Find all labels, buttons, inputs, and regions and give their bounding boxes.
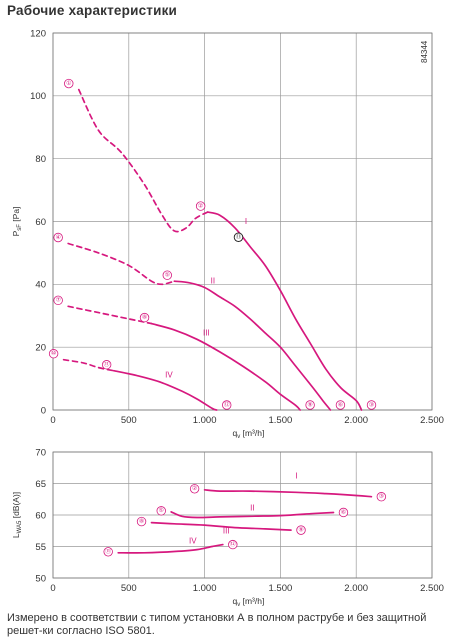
series-III-noise-end-marker-ring [296,525,306,535]
series-IV-noise-start-marker-ring [103,547,113,557]
y-tick-label: 55 [35,542,46,553]
series-III-label: III [203,328,210,337]
y-axis-label: LWA5 [dB(A)] [11,492,23,538]
series-III-line [150,322,301,411]
x-tick-label: 2.500 [420,415,444,426]
y-tick-label: 100 [30,91,46,102]
series-IV-line [112,369,218,411]
series-III-mid-marker: ⑧ [142,314,147,321]
series-III-end-marker-ring [305,400,315,410]
series-I-end-marker-ring [366,400,377,410]
series-I-mid-marker-ring [195,201,206,211]
x-tick-label: 2.000 [344,415,368,426]
plot-frame [52,32,433,411]
x-tick-label: 1.500 [269,415,293,426]
series-II-mid-marker: ⑤ [165,271,170,278]
series-IV-start-marker: ⑩ [51,350,56,357]
x-tick-label: 0 [50,583,55,594]
y-tick-label: 0 [41,405,46,416]
series-II-line [173,280,332,411]
x-tick-label: 2.500 [420,583,444,594]
series-I-end-marker: ③ [369,401,374,408]
series-III-noise-end-marker: ⑨ [298,526,303,533]
series-IV-noise-label: IV [189,537,197,546]
series-IV-mid-marker-ring [101,360,112,370]
operating-point-marker [233,232,244,242]
series-II-start-marker: ④ [55,234,60,241]
series-II-noise-start-marker: ⑤ [159,507,164,514]
y-tick-label: 60 [35,510,46,521]
series-IV-mid-marker: ⑪ [104,360,110,368]
series-II-noise-end-marker: ⑥ [341,509,346,516]
x-tick-label: 500 [121,415,137,426]
series-II-noise-line [170,511,335,519]
series-III-noise-label: III [223,527,230,536]
series-IV-noise-line [117,543,224,554]
series-II-noise-label: II [250,503,254,512]
x-tick-label: 1.500 [269,583,293,594]
x-tick-label: 500 [121,583,137,594]
series-III-noise-start-marker: ⑧ [139,518,144,525]
series-IV-noise-start-marker: ⑪ [105,547,111,555]
y-tick-label: 120 [30,28,46,39]
series-III-noise-start-marker-ring [136,516,147,527]
series-I-start-marker-ring [64,78,74,89]
series-III-mid-marker-ring [139,312,150,323]
figure-code-label: 84344 [420,40,429,63]
series-II-noise-start-marker-ring [156,506,166,516]
operating-point-label: ⑪ [236,233,242,241]
y-tick-label: 70 [35,447,46,458]
x-tick-label: 0 [50,415,55,426]
x-axis-label: qv [m³/h] [233,596,265,608]
series-I-noise-start-marker: ② [192,485,197,492]
series-IV-noise-end-marker: ⑫ [230,540,236,548]
series-I-start-marker: ① [66,80,71,87]
y-tick-label: 60 [35,217,46,228]
series-I-label: I [245,217,247,226]
x-tick-label: 2.000 [344,583,368,594]
y-tick-label: 50 [35,573,46,584]
series-I-unstable-line [77,88,209,233]
series-III-start-marker-ring [53,295,63,306]
x-axis-label: qv [m³/h] [233,428,265,440]
series-IV-unstable-line [62,358,115,372]
series-I-noise-end-marker-ring [376,492,387,502]
series-II-end-marker: ⑥ [338,401,343,408]
series-III-noise-line [150,521,292,531]
y-tick-label: 40 [35,280,46,291]
y-axis-label: PsF [Pa] [11,207,23,237]
series-III-unstable-line [67,305,153,325]
series-II-end-marker-ring [335,400,346,410]
x-tick-label: 1.000 [193,415,217,426]
series-II-unstable-line [67,242,176,286]
y-tick-label: 80 [35,154,46,165]
series-I-noise-line [203,488,373,498]
x-tick-label: 1.000 [193,583,217,594]
series-II-noise-end-marker-ring [338,507,349,518]
series-III-start-marker: ⑦ [55,297,60,304]
y-tick-label: 20 [35,342,46,353]
series-II-label: II [211,276,215,285]
series-IV-label: IV [165,371,173,380]
series-IV-noise-end-marker-ring [228,539,238,550]
series-I-noise-end-marker: ③ [379,493,384,500]
series-I-noise-start-marker-ring [189,484,200,494]
series-I-line [206,211,363,411]
series-III-end-marker: ⑨ [307,401,312,408]
series-I-noise-label: I [296,471,298,480]
series-IV-end-marker-ring [222,400,232,410]
series-IV-end-marker: ⑫ [224,400,230,408]
series-II-mid-marker-ring [162,270,172,280]
series-IV-start-marker-ring [48,349,59,359]
plot-frame [52,451,433,579]
series-II-start-marker-ring [53,232,63,243]
page-title: Рабочие характеристики [7,3,178,18]
y-tick-label: 65 [35,479,46,490]
series-I-mid-marker: ② [198,202,203,209]
footnote-text: Измерено в соответствии с типом установк… [7,612,427,637]
